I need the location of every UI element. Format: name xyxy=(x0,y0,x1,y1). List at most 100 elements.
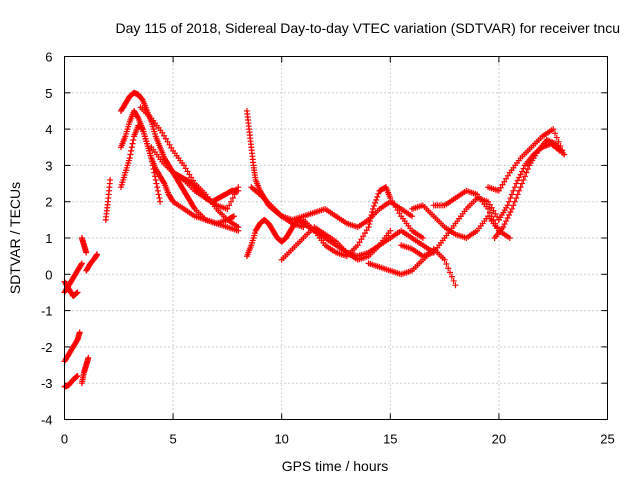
data-point xyxy=(78,260,85,267)
y-tick-labels: -4 -3 -2 -1 0 1 2 3 4 5 6 xyxy=(41,50,53,428)
data-point xyxy=(368,212,375,219)
data-point xyxy=(230,213,237,220)
data-point xyxy=(228,198,235,205)
series-trace-z xyxy=(495,140,563,223)
data-point xyxy=(127,151,134,158)
data-points xyxy=(61,89,568,390)
data-point xyxy=(94,251,101,258)
data-point xyxy=(488,204,495,211)
data-point xyxy=(373,196,380,203)
data-point xyxy=(503,218,510,225)
data-point xyxy=(154,184,161,191)
data-point xyxy=(226,202,233,209)
data-point xyxy=(161,132,168,139)
data-point xyxy=(450,277,457,284)
data-point xyxy=(74,289,81,296)
data-point xyxy=(561,151,568,158)
x-tick-label: 20 xyxy=(492,432,506,447)
series-trace-v xyxy=(409,202,513,241)
data-point xyxy=(556,147,563,154)
series-trace-h xyxy=(102,176,114,223)
data-point xyxy=(155,191,162,198)
data-point xyxy=(361,230,368,237)
data-point xyxy=(149,158,156,165)
data-point xyxy=(371,202,378,209)
x-tick-labels: 0 5 10 15 20 25 xyxy=(61,432,615,447)
data-point xyxy=(229,195,236,202)
y-axis-label: SDTVAR / TECUs xyxy=(7,182,23,294)
data-point xyxy=(76,329,83,336)
data-point xyxy=(497,184,504,191)
x-axis-label: GPS time / hours xyxy=(282,458,389,474)
data-point xyxy=(500,224,507,231)
data-point xyxy=(367,215,374,222)
data-point xyxy=(521,173,528,180)
data-point xyxy=(235,224,242,231)
y-tick-label: 6 xyxy=(45,50,52,65)
data-point xyxy=(519,180,526,187)
data-point xyxy=(235,187,242,194)
data-point xyxy=(504,215,511,222)
data-point xyxy=(387,227,394,234)
data-point xyxy=(78,261,85,268)
x-tick-label: 0 xyxy=(61,432,68,447)
data-point xyxy=(485,198,492,205)
x-tick-label: 15 xyxy=(383,432,397,447)
data-point xyxy=(164,138,171,145)
data-point xyxy=(501,178,508,185)
data-point xyxy=(152,176,159,183)
data-point xyxy=(501,221,508,228)
data-point xyxy=(392,204,399,211)
data-point xyxy=(148,155,155,162)
data-point xyxy=(159,129,166,136)
y-tick-label: 4 xyxy=(45,122,52,137)
data-point xyxy=(504,202,511,209)
data-point xyxy=(360,233,367,240)
data-point xyxy=(130,136,137,143)
data-point xyxy=(356,239,363,246)
data-point xyxy=(507,208,514,215)
data-point xyxy=(366,221,373,228)
data-point xyxy=(151,169,158,176)
data-point xyxy=(354,242,361,249)
data-point xyxy=(510,202,517,209)
y-tick-label: 0 xyxy=(45,267,52,282)
data-point xyxy=(499,181,506,188)
data-point xyxy=(372,199,379,206)
data-point xyxy=(182,165,189,172)
data-point xyxy=(492,210,499,217)
data-point xyxy=(365,224,372,231)
data-point xyxy=(83,249,90,256)
data-point xyxy=(553,134,560,141)
data-point xyxy=(184,168,191,175)
data-point xyxy=(157,198,164,205)
data-point xyxy=(492,220,499,227)
data-point xyxy=(520,165,527,172)
data-point xyxy=(363,227,370,234)
y-tick-label: 3 xyxy=(45,158,52,173)
data-point xyxy=(126,155,133,162)
data-point xyxy=(517,171,524,178)
data-point xyxy=(419,235,426,241)
series-trace-f xyxy=(78,235,90,256)
data-point xyxy=(503,175,510,182)
data-point xyxy=(555,138,562,145)
data-point xyxy=(180,162,187,169)
data-point xyxy=(550,126,557,133)
data-point xyxy=(519,168,526,175)
data-point xyxy=(188,174,195,181)
y-tick-label: 1 xyxy=(45,231,52,246)
y-tick-label: -2 xyxy=(41,340,53,355)
data-point xyxy=(358,236,365,243)
data-point xyxy=(150,166,157,173)
data-point xyxy=(504,172,511,179)
data-point xyxy=(129,140,136,147)
data-point xyxy=(485,205,492,212)
series-trace-t xyxy=(365,245,459,289)
series-trace-s xyxy=(300,184,426,260)
data-point xyxy=(452,282,459,289)
data-point xyxy=(224,205,231,212)
y-tick-label: 2 xyxy=(45,195,52,210)
data-point xyxy=(107,176,114,183)
data-point xyxy=(511,184,518,191)
